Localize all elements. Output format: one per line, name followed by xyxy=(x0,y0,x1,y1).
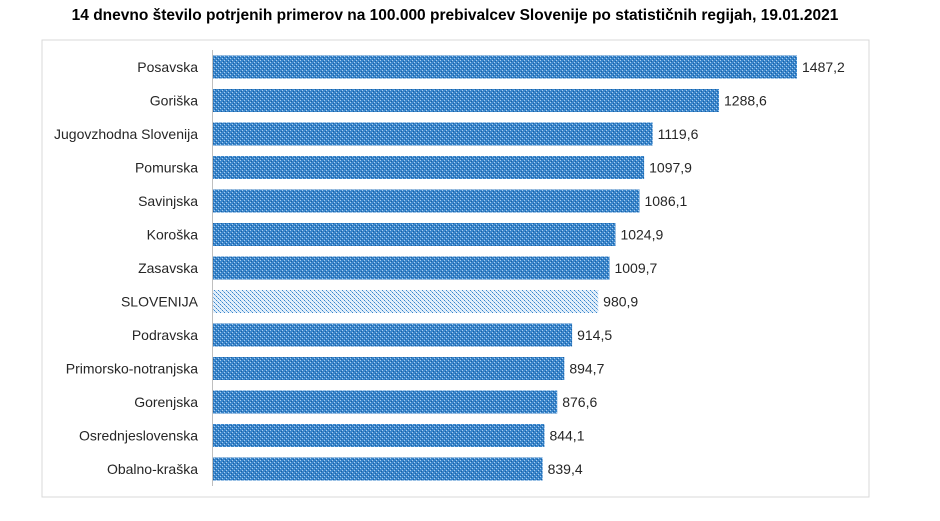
chart-title: 14 dnevno število potrjenih primerov na … xyxy=(71,7,839,24)
data-label: 1288,6 xyxy=(724,93,767,109)
category-label: Gorenjska xyxy=(134,394,198,410)
bar-gorenjska xyxy=(213,390,558,414)
category-label: Zasavska xyxy=(138,260,198,276)
bar-zasavska xyxy=(213,256,610,280)
plot-area-border xyxy=(41,39,870,498)
bar-pomurska xyxy=(213,156,645,179)
data-label: 1009,7 xyxy=(614,260,657,276)
data-label: 1487,2 xyxy=(802,59,845,75)
data-label: 839,4 xyxy=(548,461,583,477)
data-label: 1086,1 xyxy=(644,193,687,209)
bar-savinjska xyxy=(213,189,640,213)
category-label: Osrednjeslovenska xyxy=(79,428,198,444)
data-label: 1119,6 xyxy=(658,126,699,142)
category-label: Obalno-kraška xyxy=(107,461,198,477)
bar-posavska xyxy=(213,55,797,79)
category-label: Podravska xyxy=(132,327,198,343)
category-label: Savinjska xyxy=(138,193,198,209)
category-label: SLOVENIJA xyxy=(121,294,199,310)
data-label: 914,5 xyxy=(577,327,612,343)
category-label: Goriška xyxy=(150,93,198,109)
data-label: 844,1 xyxy=(549,428,584,444)
data-label: 1024,9 xyxy=(620,227,663,243)
data-label: 1097,9 xyxy=(649,160,692,176)
bar-primorsko-notranjska xyxy=(213,357,565,380)
category-label: Koroška xyxy=(147,227,199,243)
bar-podravska xyxy=(213,323,573,347)
bar-gori-ka xyxy=(213,89,720,112)
bar-obalno-kra-ka xyxy=(213,457,543,481)
bar-slovenija xyxy=(213,290,599,313)
category-label: Pomurska xyxy=(135,160,198,176)
category-label: Posavska xyxy=(137,59,198,75)
data-label: 876,6 xyxy=(562,394,597,410)
data-label: 894,7 xyxy=(569,361,604,377)
category-label: Jugovzhodna Slovenija xyxy=(54,126,198,142)
category-label: Primorsko-notranjska xyxy=(66,361,198,377)
bar-jugovzhodna-slovenija xyxy=(213,122,653,146)
bar-osrednjeslovenska xyxy=(213,424,545,447)
data-label: 980,9 xyxy=(603,294,638,310)
bar-koro-ka xyxy=(213,223,616,246)
